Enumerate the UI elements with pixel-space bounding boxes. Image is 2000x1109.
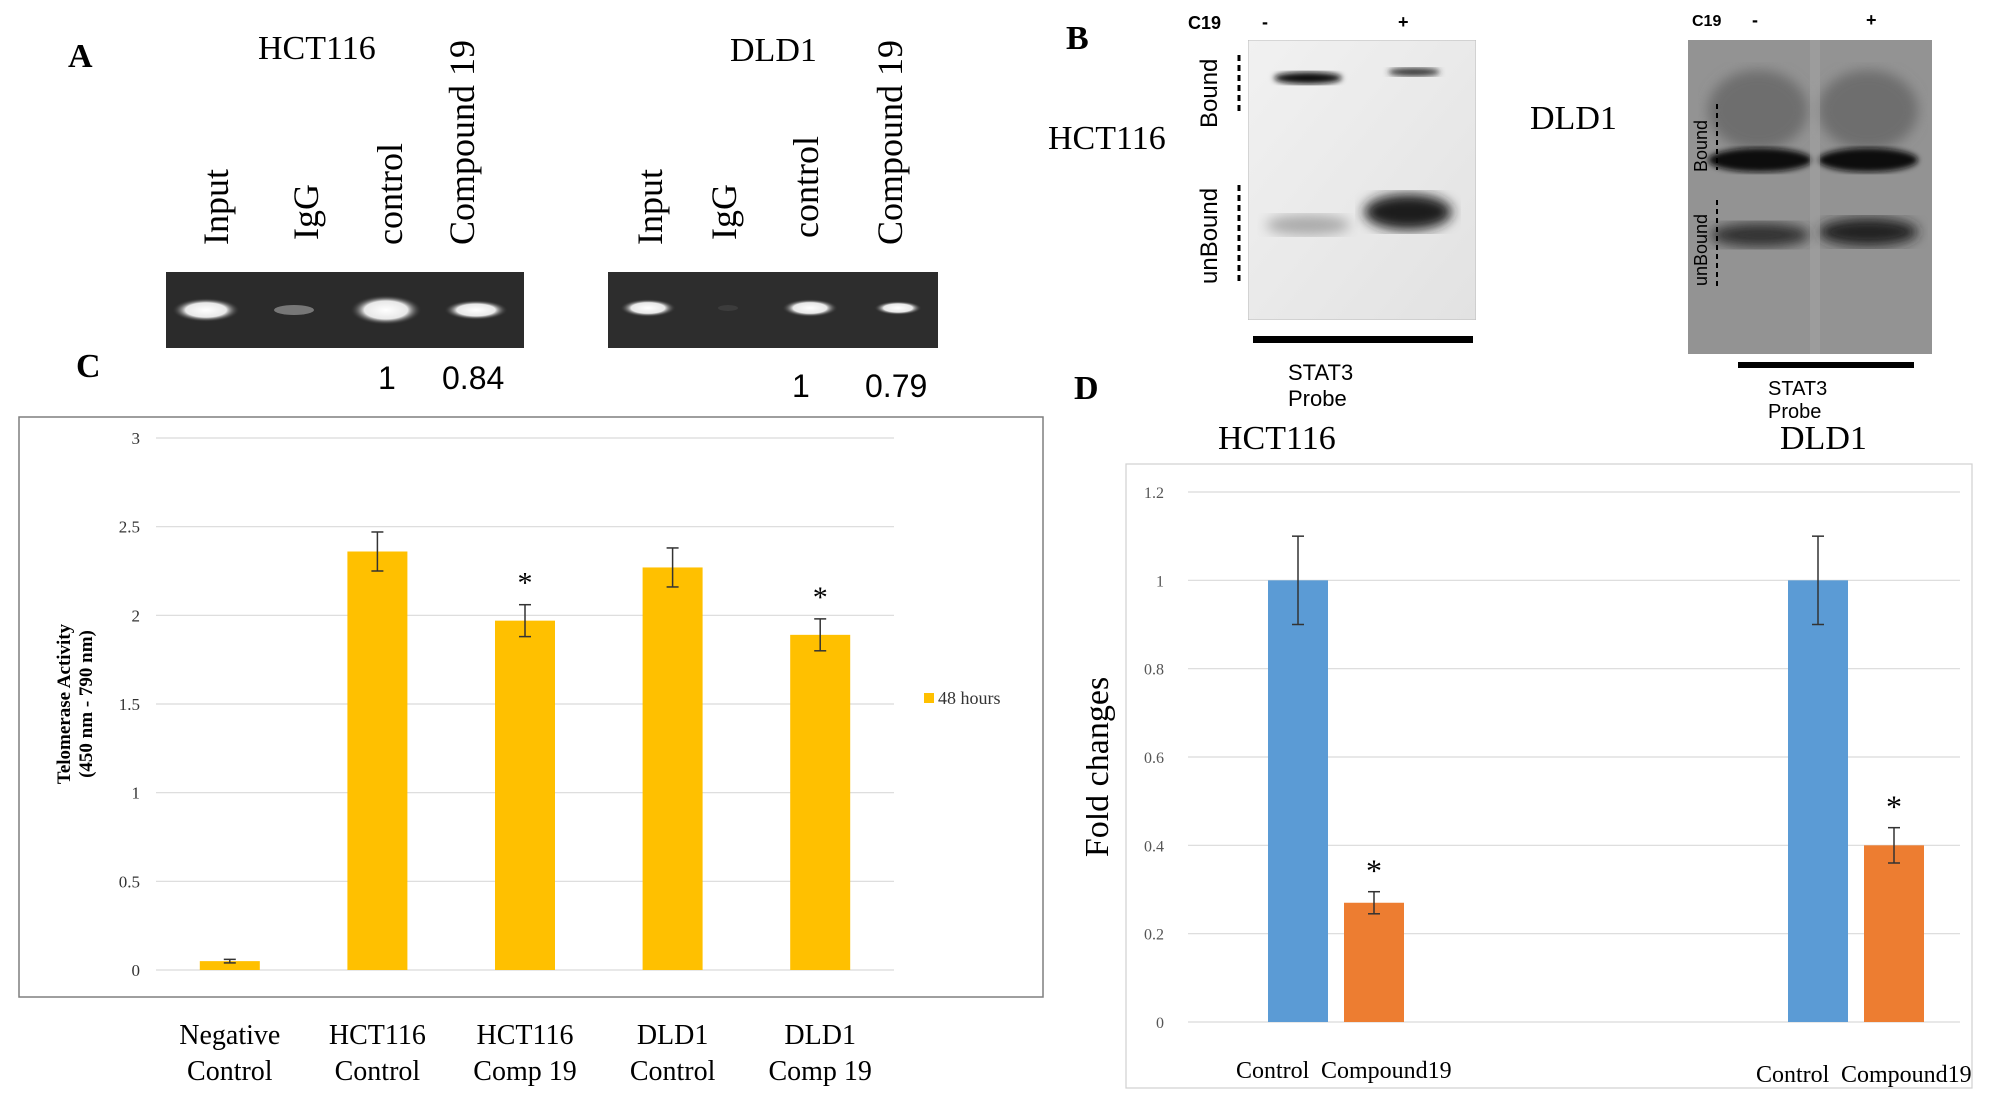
lane-label-compound-hct: Compound 19 [442,40,482,245]
y-tick-label: 3 [132,429,141,448]
significance-mark: * [518,567,533,600]
emsa-blot-dld1 [1688,40,1932,354]
y-tick-label: 1 [132,784,141,803]
bar [1268,580,1328,1022]
plus-label-dld: + [1866,10,1877,30]
lane-label-compound-dld: Compound 19 [870,40,910,245]
bar [199,961,260,970]
category-label: DLD1 Control [629,1020,716,1087]
stat3-probe-label-hct: STAT3 Probe [1288,360,1354,411]
lane-label-compound-dld-text: Compound 19 [870,39,910,245]
unbound-label-dld: unBound [1691,213,1711,286]
lane-label-input-dld: Input [630,169,670,245]
category-label: Compound19 [1321,1058,1452,1084]
c19-label-hct: C19 [1188,13,1222,33]
bar [1864,845,1924,1022]
y-tick-label: 2 [132,606,141,625]
bound-bracket-hct [1237,55,1241,285]
panel-a-dld1-title: DLD1 [730,32,817,69]
bound-label-dld: Bound [1691,119,1711,172]
lane-label-compound-hct-text: Compound 19 [442,39,482,245]
lane-label-input-hct: Input [196,169,236,245]
significance-mark: * [813,581,828,614]
bar [790,634,851,970]
y-axis-label-line: (450 nm - 790 nm) [76,630,97,778]
panel-d-hct116-title: HCT116 [1218,420,1336,457]
category-label: HCT116 Control [328,1020,426,1087]
y-axis-label-line: Telomerase Activity [54,623,75,784]
y-tick-label: 0.2 [1144,927,1164,944]
emsa-blot-hct116 [1248,40,1476,320]
bar [642,567,703,970]
category-label: Control [1756,1062,1830,1088]
y-tick-label: 0.8 [1144,662,1164,679]
fold-change-chart: 0 0.2 0.4 0.6 0.8 1 1.2 Fold changes * * [1086,463,1973,1089]
legend-swatch [924,693,934,703]
category-label: HCT116 Comp 19 [473,1020,577,1087]
bar [1788,580,1848,1022]
category-label: Control [1236,1058,1310,1084]
bound-bracket-dld [1716,104,1718,290]
y-axis-label: Fold changes [1086,677,1116,857]
y-tick-label: 0.5 [119,872,140,891]
category-label: DLD1 Comp 19 [768,1020,872,1087]
y-tick-label: 0 [1156,1015,1164,1032]
dld-quant-compound: 0.79 [865,368,928,404]
y-tick-label: 1.2 [1144,485,1164,502]
hct-quant-control: 1 [378,360,396,396]
panel-c-letter: C [76,348,101,385]
c19-label-dld: C19 [1692,13,1722,30]
lane-label-igg-dld: IgG [704,184,744,240]
probe-bar-hct [1253,336,1473,343]
panel-b-dld1-label: DLD1 [1530,100,1617,137]
minus-label-dld: - [1752,10,1758,30]
panel-b-letter: B [1066,20,1089,57]
panel-d-letter: D [1074,370,1099,407]
probe-bar-dld [1738,362,1914,368]
hct-quant-compound: 0.84 [442,360,505,396]
y-tick-label: 0 [132,961,141,980]
lane-label-control-dld: control [786,136,826,238]
bar [347,551,408,970]
unbound-label-hct: unBound [1196,187,1223,284]
bar [1344,902,1404,1022]
panel-a-hct116-title: HCT116 [258,30,376,67]
chip-gel-dld1 [608,272,938,348]
bar [495,620,555,970]
plus-label-hct: + [1398,12,1409,32]
category-label: Negative Control [179,1020,281,1087]
y-tick-label: 1.5 [119,695,140,714]
panel-b-hct116-label: HCT116 [1048,120,1166,157]
chip-gel-hct116 [166,272,524,348]
minus-label-hct: - [1262,12,1268,32]
y-axis-label: Telomerase Activity (450 nm - 790 nm) [54,623,97,784]
y-tick-label: 0.4 [1144,838,1164,855]
bound-label-hct: Bound [1196,58,1223,128]
significance-mark: * [1886,789,1902,825]
stat3-probe-label-dld: STAT3 Probe [1768,378,1828,423]
telomerase-chart: 0 0.5 1 1.5 2 2.5 3 Telomerase Activity (450 nm … [18,416,1044,998]
dld-quant-control: 1 [792,368,810,404]
panel-a-letter: A [68,38,93,75]
lane-label-control-hct: control [370,143,410,245]
y-tick-label: 2.5 [119,518,140,537]
y-tick-label: 1 [1156,573,1164,590]
significance-mark: * [1366,853,1382,889]
category-label: Compound19 [1841,1062,1972,1088]
panel-d-dld1-title: DLD1 [1780,420,1867,457]
lane-label-igg-hct: IgG [286,184,326,240]
legend-label: 48 hours [938,688,1001,708]
y-tick-label: 0.6 [1144,750,1164,767]
